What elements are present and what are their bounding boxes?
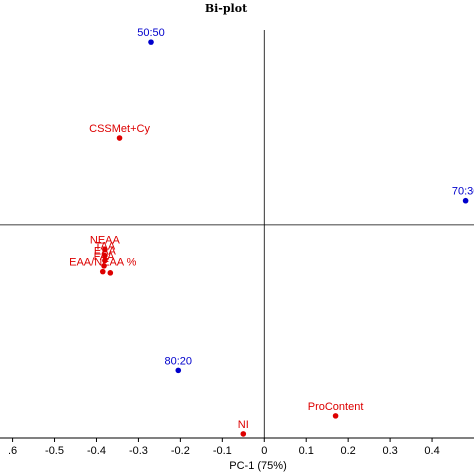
x-tick-label: -0.1	[213, 445, 232, 457]
point-label-faa: FAA	[94, 251, 115, 263]
point-label-eaa: EAA	[94, 246, 117, 258]
point-label-taa: TAA	[95, 241, 116, 253]
point-label-procontent: ProContent	[308, 401, 364, 413]
x-tick-label: 0.4	[424, 445, 439, 457]
x-tick-label: 0	[261, 445, 267, 457]
x-tick-label: 0.1	[299, 445, 314, 457]
point-label-cssmet-cy: CSSMet+Cy	[89, 123, 150, 135]
point-label-ni: NI	[238, 419, 249, 431]
x-axis-ticks: .6 -0.5 -0.4 -0.3 -0.2 -0.1 0 0.1 0.2 0.3 0.4	[8, 438, 440, 457]
x-tick-label: 0.2	[341, 445, 356, 457]
point-70-30	[462, 197, 469, 204]
point-label-80-20: 80:20	[165, 355, 193, 367]
point-50-50	[148, 39, 154, 45]
point-ni	[240, 431, 247, 437]
chart-title: Bi-plot	[205, 2, 248, 15]
point-neaa	[102, 246, 108, 253]
x-tick-label: -0.2	[171, 445, 190, 457]
point-eaa	[102, 257, 108, 264]
point-eaa-neaa	[99, 268, 106, 275]
point-taa	[102, 252, 108, 259]
data-points	[99, 39, 469, 437]
x-tick-label: -0.5	[45, 445, 64, 457]
point-label-neaa: NEAA	[90, 234, 121, 246]
point-unlabeled	[107, 270, 114, 276]
point-cssmet-cy	[116, 135, 123, 141]
x-tick-label: -0.4	[87, 445, 106, 457]
point-label-50-50: 50:50	[137, 27, 165, 39]
x-axis-label: PC-1 (75%)	[229, 460, 286, 472]
axes	[0, 30, 474, 439]
point-label-70-30: 70:30	[452, 186, 474, 198]
point-80-20	[175, 367, 182, 374]
point-labels: 50:50 70:30 80:20 CSSMet+Cy NEAATAAEAAFAAEAA…	[69, 27, 474, 431]
x-tick-label: -0.3	[129, 445, 148, 457]
x-tick-label: .6	[8, 445, 17, 457]
point-faa	[101, 263, 107, 269]
point-label-eaa-neaa: EAA/NEAA %	[69, 257, 136, 269]
point-procontent	[332, 413, 339, 419]
x-tick-label: 0.3	[382, 445, 397, 457]
